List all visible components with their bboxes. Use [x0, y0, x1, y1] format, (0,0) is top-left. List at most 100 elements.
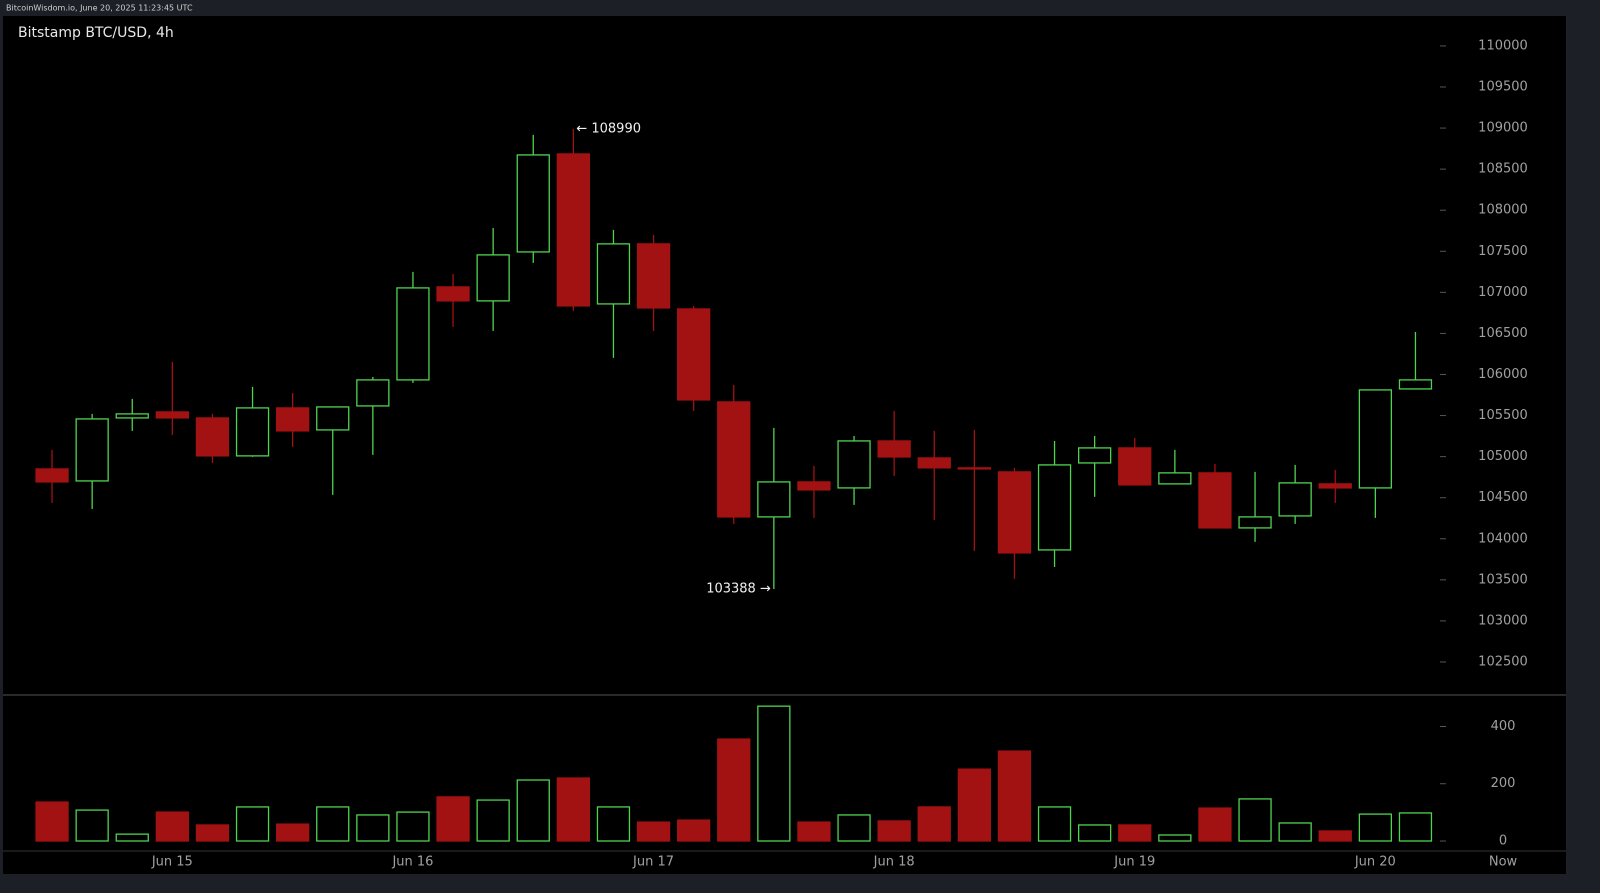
- y-tick-label: 108500: [1478, 162, 1528, 177]
- volume-bar: [1238, 798, 1272, 842]
- volume-bar: [1158, 834, 1192, 842]
- volume-bar: [1398, 812, 1433, 842]
- chart-title: Bitstamp BTC/USD, 4h: [18, 25, 174, 41]
- candle-body: [316, 406, 350, 431]
- volume-bar: [356, 814, 390, 842]
- candle-body: [636, 243, 671, 309]
- candle-body: [476, 254, 510, 302]
- candle-body: [396, 287, 430, 381]
- candle-body: [356, 379, 390, 407]
- y-tick-label: 102500: [1478, 654, 1528, 669]
- candle-body: [1078, 447, 1112, 464]
- candle-body: [275, 407, 310, 432]
- volume-bar: [516, 779, 550, 842]
- candle-body: [75, 418, 109, 482]
- volume-bar: [1118, 824, 1152, 842]
- volume-bar: [195, 824, 230, 842]
- volume-bar: [1358, 813, 1392, 842]
- candle-body: [677, 308, 711, 401]
- volume-bar: [1318, 830, 1352, 842]
- volume-bar: [677, 819, 711, 842]
- volume-bar: [476, 799, 510, 842]
- candle-body: [195, 417, 230, 457]
- candle-body: [1318, 483, 1352, 489]
- volume-tick-label: 400: [1491, 719, 1516, 734]
- y-tick-label: 106500: [1478, 326, 1528, 341]
- volume-bar: [35, 801, 69, 842]
- volume-bar: [115, 833, 149, 842]
- volume-bar: [837, 814, 871, 842]
- candle-body: [837, 440, 871, 489]
- volume-bar: [717, 738, 751, 842]
- candle-body: [436, 286, 470, 302]
- volume-bar: [797, 821, 831, 842]
- x-tick-label: Jun 18: [873, 855, 915, 870]
- candle-body: [1238, 516, 1272, 529]
- candle-body: [917, 457, 951, 469]
- y-tick-label: 103000: [1478, 613, 1528, 628]
- y-tick-label: 109000: [1478, 121, 1528, 136]
- y-tick-label: 104500: [1478, 490, 1528, 505]
- volume-bar: [396, 811, 430, 842]
- candle-body: [1358, 389, 1392, 489]
- candle-body: [596, 243, 631, 305]
- volume-bar: [1078, 824, 1112, 842]
- y-tick-label: 106000: [1478, 367, 1528, 382]
- volume-bar: [997, 750, 1032, 842]
- header-text: BitcoinWisdom.io, June 20, 2025 11:23:45…: [6, 4, 193, 13]
- y-tick-label: 107500: [1478, 244, 1528, 259]
- candle-body: [155, 411, 190, 419]
- candle-body: [1278, 482, 1312, 517]
- volume-bar: [436, 796, 470, 842]
- volume-bar: [636, 821, 671, 842]
- volume-bar: [316, 806, 350, 842]
- y-tick-label: 108000: [1478, 203, 1528, 218]
- x-tick-label: Jun 15: [151, 855, 193, 870]
- candle-body: [516, 154, 550, 253]
- volume-bar: [1037, 806, 1072, 842]
- volume-bar: [877, 820, 911, 842]
- volume-bar: [957, 768, 991, 842]
- candle-body: [1037, 464, 1072, 551]
- y-tick-label: 103500: [1478, 572, 1528, 587]
- candle-body: [717, 401, 751, 518]
- volume-bar: [75, 809, 109, 842]
- volume-bar: [1278, 822, 1312, 842]
- volume-bar: [235, 806, 270, 842]
- volume-bar: [556, 777, 590, 842]
- now-label: Now: [1489, 855, 1518, 870]
- y-tick-label: 104000: [1478, 531, 1528, 546]
- volume-tick-label: 0: [1499, 834, 1507, 849]
- volume-bar: [917, 806, 951, 842]
- candle-body: [115, 413, 149, 419]
- volume-bar: [596, 806, 631, 842]
- candle-body: [1118, 447, 1152, 486]
- candle-body: [1398, 379, 1433, 390]
- x-tick-label: Jun 17: [632, 855, 674, 870]
- candle-body: [757, 481, 791, 518]
- x-tick-label: Jun 16: [391, 855, 433, 870]
- candle-body: [35, 468, 69, 483]
- candle-body: [1198, 472, 1232, 529]
- candle-body: [1158, 472, 1192, 485]
- candle-body: [957, 467, 991, 470]
- volume-bar: [275, 823, 310, 842]
- y-tick-label: 110000: [1478, 38, 1528, 53]
- y-tick-label: 107000: [1478, 285, 1528, 300]
- candle-body: [556, 153, 590, 307]
- x-tick-label: Jun 19: [1113, 855, 1155, 870]
- candle-body: [797, 481, 831, 491]
- y-tick-label: 109500: [1478, 79, 1528, 94]
- candle-body: [997, 471, 1032, 554]
- max-annotation: ← 108990: [576, 121, 641, 136]
- candle-body: [235, 407, 270, 457]
- x-tick-label: Jun 20: [1354, 855, 1396, 870]
- min-annotation: 103388 →: [706, 582, 771, 597]
- y-tick-label: 105500: [1478, 408, 1528, 423]
- y-tick-label: 105000: [1478, 449, 1528, 464]
- candle-body: [877, 440, 911, 458]
- volume-bar: [1198, 807, 1232, 842]
- volume-bar: [155, 811, 190, 842]
- volume-tick-label: 200: [1491, 776, 1516, 791]
